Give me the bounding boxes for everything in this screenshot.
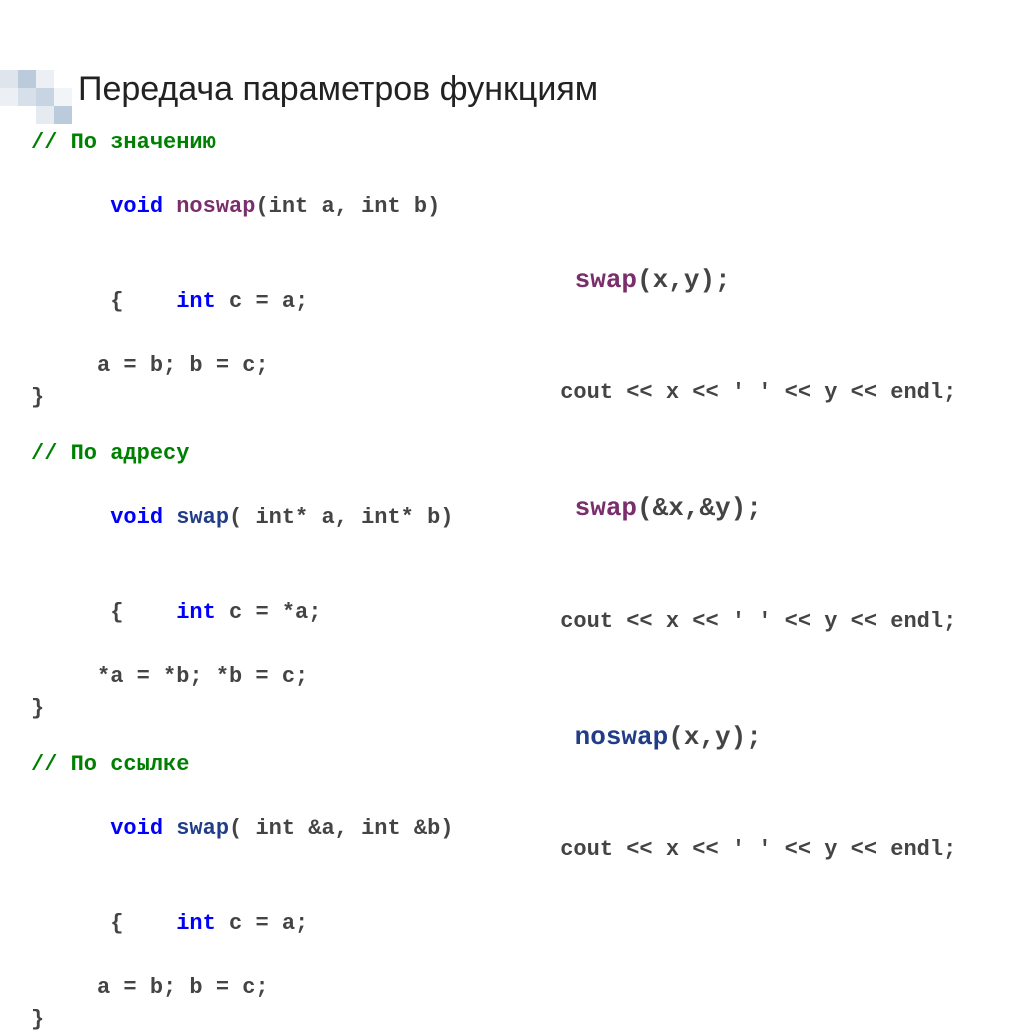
- code-line: void swap( int &a, int &b): [31, 781, 471, 877]
- calls-column: swap(x,y); cout << x << ' ' << y << endl…: [481, 212, 1001, 1036]
- content-row: // По значению void noswap(int a, int b)…: [0, 127, 1024, 1036]
- code-line: a = b; b = c;: [31, 972, 471, 1004]
- corner-decoration: [0, 70, 100, 130]
- code-column: // По значению void noswap(int a, int b)…: [31, 127, 471, 1036]
- output-line: cout << x << ' ' << y << endl;: [481, 345, 1001, 441]
- code-line: }: [31, 382, 471, 414]
- code-comment: // По ссылке: [31, 749, 471, 781]
- output-line: cout << x << ' ' << y << endl;: [481, 803, 1001, 899]
- code-line: void swap( int* a, int* b): [31, 470, 471, 566]
- code-line: a = b; b = c;: [31, 350, 471, 382]
- code-line: { int c = a;: [31, 877, 471, 973]
- output-line: cout << x << ' ' << y << endl;: [481, 574, 1001, 670]
- code-line: }: [31, 693, 471, 725]
- call-line: swap(x,y);: [481, 224, 1001, 337]
- code-line: }: [31, 1004, 471, 1036]
- call-line: noswap(x,y);: [481, 681, 1001, 794]
- code-line: void noswap(int a, int b): [31, 159, 471, 255]
- code-line: { int c = *a;: [31, 566, 471, 662]
- call-line: swap(&x,&y);: [481, 453, 1001, 566]
- code-line: { int c = a;: [31, 255, 471, 351]
- code-line: *a = *b; *b = c;: [31, 661, 471, 693]
- code-comment: // По значению: [31, 127, 471, 159]
- code-comment: // По адресу: [31, 438, 471, 470]
- page-title: Передача параметров функциям: [78, 70, 1024, 109]
